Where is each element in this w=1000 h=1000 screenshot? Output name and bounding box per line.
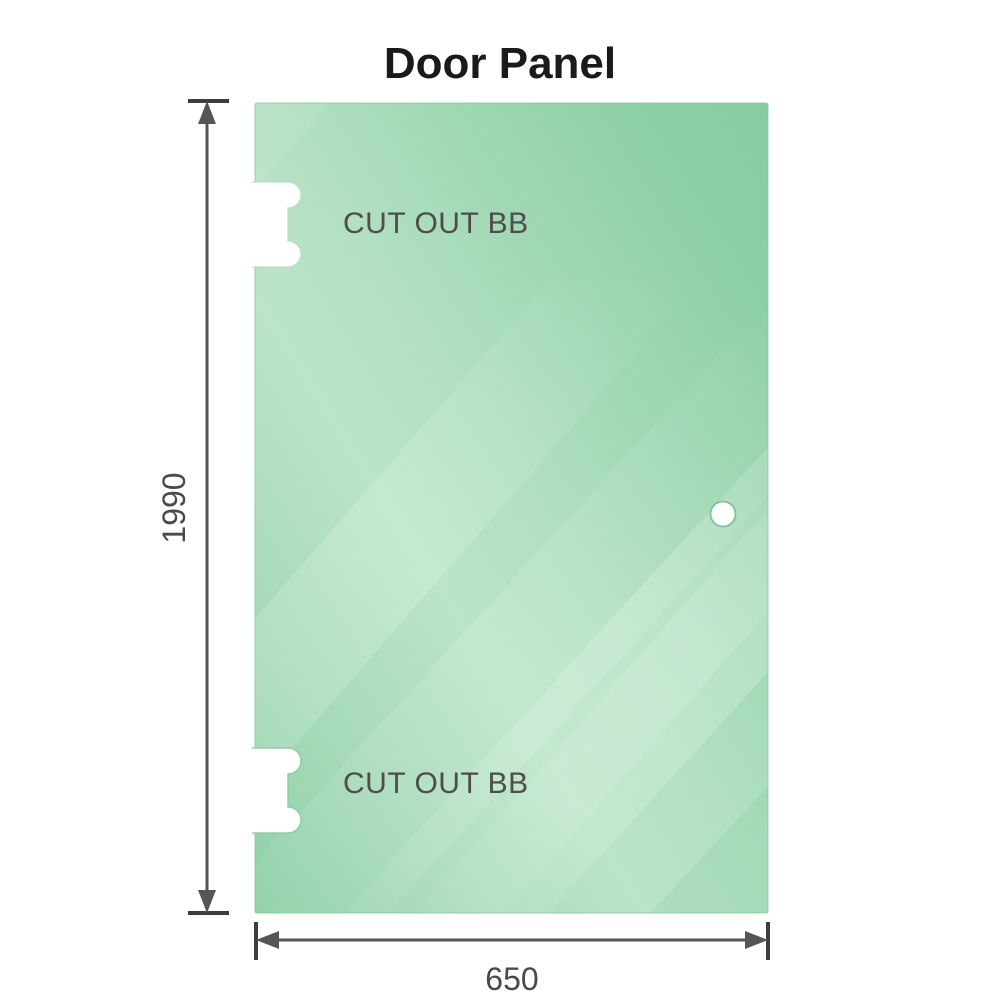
dimension-width: 650 (254, 922, 770, 997)
glass-panel (254, 102, 769, 914)
dimension-width-label: 650 (485, 961, 538, 997)
cutout-lower (252, 747, 302, 834)
panel-reflections (255, 103, 768, 913)
dimension-height: 1990 (156, 99, 229, 915)
cutout-label-lower: CUT OUT BB (343, 767, 529, 800)
dimension-height-label: 1990 (156, 472, 192, 543)
handle-hole-icon (709, 500, 737, 528)
cutout-label-upper: CUT OUT BB (343, 207, 529, 240)
page-title: Door Panel (384, 39, 616, 88)
cutout-upper (252, 181, 302, 268)
